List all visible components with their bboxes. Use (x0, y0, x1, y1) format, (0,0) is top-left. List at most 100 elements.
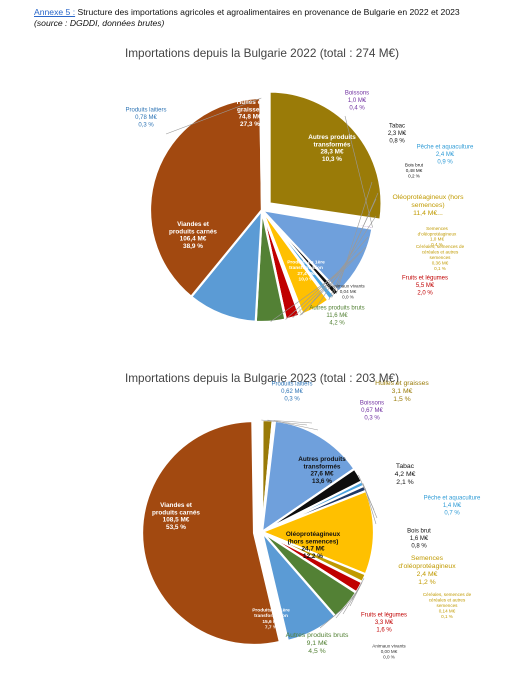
slice-name-animaux: Animaux vivants (372, 644, 406, 649)
slice-name-animaux: Animaux vivants (331, 284, 365, 289)
slice-pct-autres_bruts: 4,5 % (308, 648, 325, 655)
slice-pct-viandes: 38,9 % (183, 243, 203, 250)
slice-pct-boissons: 0,4 % (349, 105, 365, 111)
slice-name-viandes: produits carnés (169, 228, 217, 235)
slice-name-viandes: produits carnés (152, 509, 200, 516)
leader-line-animaux (285, 260, 351, 320)
slice-value-autres_bruts: 11,6 M€ (326, 313, 348, 319)
slice-label-premiere_transfo: Produits de 1ère transformation 27,4 M€ 10,… (287, 259, 325, 282)
slice-value-bois: 1,6 M€ (410, 536, 429, 542)
slice-name-cereales: Céréales, semences de (423, 592, 472, 597)
pie-2022-labels: Huiles etgraisses74,8 M€27,3 %Boissons1,… (125, 91, 474, 327)
leader-line-autres_bruts (270, 269, 344, 322)
leader-line-cereales (349, 582, 363, 607)
slice-name-cereales: semences (437, 603, 459, 608)
slice-label-fruits: Fruits et légumes 3,3 M€ 1,6 % (361, 613, 407, 634)
slice-name-autres_bruts: Autres produits bruts (309, 306, 364, 312)
slice-label-oleo: Oléoprotéagineux (hors semences) 24,7 M€ 12… (286, 531, 341, 560)
slice-name-autres_transformes: transformés (304, 463, 341, 470)
slice-pct-oleo: 12,2 % (303, 553, 323, 560)
slice-name-autres_transformes: Autres produits (308, 134, 356, 141)
slice-pct-tabac: 2,1 % (396, 479, 413, 486)
slice-name-bois: Bois brut (405, 163, 424, 168)
slice-pct-tabac: 0,8 % (389, 138, 405, 144)
slice-label-huiles: Huiles et graisses 3,1 M€ 1,5 % (375, 380, 429, 403)
slice-label-autres_bruts: Autres produits bruts 9,1 M€ 4,5 % (286, 632, 349, 655)
slice-name-boissons: Boissons (360, 401, 384, 407)
pie-slice-premiere_transfo (260, 531, 338, 643)
slice-name-premiere_transfo: transformation (289, 265, 323, 271)
slice-pct-bois: 0,2 % (408, 173, 420, 178)
pie-2023-labels: Huiles et graisses 3,1 M€ 1,5 %Boissons 0,6… (152, 380, 481, 659)
slice-value-animaux: 0,04 M€ (340, 289, 357, 294)
slice-value-autres_transformes: 27,6 M€ (310, 471, 334, 478)
slice-name-premiere_transfo: Produits de 1ère (287, 259, 325, 265)
slice-pct-cereales: 0,1 % (434, 266, 446, 271)
slice-label-tabac: Tabac 4,2 M€ 2,1 % (395, 463, 416, 486)
slice-name-viandes: Viandes et (177, 221, 210, 228)
slice-value-huiles: 3,1 M€ (392, 388, 413, 395)
slice-value-autres_bruts: 9,1 M€ (307, 640, 328, 647)
slice-pct-huiles: 1,5 % (393, 396, 410, 403)
slice-pct-animaux: 0,0 % (383, 654, 395, 659)
slice-value-oleo: 11,4 M€... (413, 210, 443, 217)
annex-source: (source : DGDDI, données brutes) (34, 18, 165, 28)
annex-label[interactable]: Annexe 5 : (34, 7, 76, 17)
slice-value-semences: 1,0 M€ (430, 237, 444, 242)
slice-value-oleo: 24,7 M€ (301, 546, 325, 553)
slice-label-viandes: Viandes et produits carnés 108,5 M€ 53,5 % (152, 502, 200, 531)
slice-name-boissons: Boissons (345, 91, 369, 97)
slice-value-cereales: 0,14 M€ (439, 608, 456, 613)
slice-pct-autres_transformes: 10,3 % (322, 156, 342, 163)
slice-name-cereales: céréales et autres (422, 250, 459, 255)
slice-pct-premiere_transfo: 7,7 % (265, 625, 278, 631)
slice-label-semences: Semences d'oléoprotéagineux 1,0 M€ 0,4 % (418, 226, 457, 247)
slice-name-oleo: Oléoprotéagineux (hors (392, 194, 464, 201)
slice-value-peche: 2,4 M€ (436, 152, 455, 158)
slice-label-peche: Pêche et aquaculture 2,4 M€ 0,9 % (417, 145, 474, 166)
leader-line-cereales (299, 246, 367, 316)
slice-value-huiles: 74,8 M€ (238, 114, 262, 121)
slice-name-premiere_transfo: Produits de 1ère (252, 607, 290, 613)
slice-name-peche: Pêche et aquaculture (424, 496, 481, 502)
slice-value-fruits: 5,5 M€ (416, 283, 435, 289)
slice-label-autres_transformes: Autres produits transformés 28,3 M€ 10,3 % (308, 134, 356, 163)
slice-name-peche: Pêche et aquaculture (417, 145, 474, 151)
pie-slice-huiles (268, 90, 383, 222)
pie-slice-viandes (140, 419, 282, 647)
slice-pct-laitiers: 0,3 % (284, 396, 300, 402)
slice-pct-autres_bruts: 4,2 % (329, 320, 345, 326)
slice-value-fruits: 3,3 M€ (375, 620, 394, 626)
slice-name-autres_transformes: Autres produits (298, 456, 346, 463)
slice-value-laitiers: 0,62 M€ (281, 389, 303, 395)
slice-pct-semences: 1,2 % (418, 579, 435, 586)
slice-value-viandes: 108,5 M€ (163, 517, 190, 524)
slice-label-oleo: Oléoprotéagineux (hors semences) 11,4 M€..… (392, 194, 464, 217)
leader-line-laitiers (261, 419, 308, 426)
slice-label-autres_bruts: Autres produits bruts 11,6 M€ 4,2 % (309, 306, 364, 327)
slice-name-cereales: semences (430, 255, 452, 260)
leader-line-bois (364, 488, 377, 525)
slice-pct-autres_transformes: 13,6 % (312, 478, 332, 485)
pie-slice-autres_transformes (258, 208, 374, 294)
leader-line-oleo (315, 215, 377, 309)
slice-label-cereales: Céréales, semences de céréales et autres s… (416, 244, 465, 271)
slice-value-boissons: 0,67 M€ (361, 408, 383, 414)
slice-pct-viandes: 53,5 % (166, 524, 186, 531)
slice-value-tabac: 4,2 M€ (395, 471, 416, 478)
slice-value-animaux: 0,00 M€ (381, 649, 398, 654)
slice-name-laitiers: Produits laitiers (125, 108, 166, 114)
slice-name-oleo: Oléoprotéagineux (286, 531, 341, 538)
slice-value-laitiers: 0,78 M€ (135, 115, 157, 121)
leader-line-animaux (335, 592, 357, 619)
slice-label-autres_transformes: Autres produits transformés 27,6 M€ 13,6 % (298, 456, 346, 485)
slice-name-tabac: Tabac (389, 124, 405, 130)
slice-value-premiere_transfo: 15,6 M€ (262, 619, 280, 625)
slice-pct-semences: 0,4 % (431, 242, 443, 247)
chart-2023-title: Importations depuis la Bulgarie 2023 (to… (125, 371, 399, 385)
slice-label-premiere_transfo: Produits de 1ère transformation 15,6 M€ 7,7… (252, 607, 290, 630)
slice-pct-fruits: 1,6 % (376, 627, 392, 633)
slice-label-bois: Bois brut 1,6 M€ 0,8 % (407, 529, 431, 550)
slice-label-boissons: Boissons 1,0 M€ 0,4 % (345, 91, 369, 112)
slice-pct-fruits: 2,0 % (417, 290, 433, 296)
